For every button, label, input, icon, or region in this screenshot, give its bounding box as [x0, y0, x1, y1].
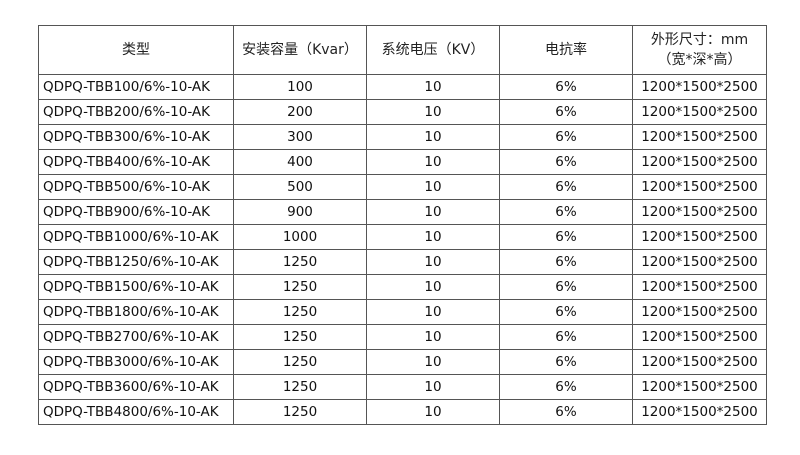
table-row: QDPQ-TBB1000/6%-10-AK 1000 10 6% 1200*1500*2… — [38, 224, 767, 250]
cell-dimensions: 1200*1500*2500 — [632, 399, 767, 425]
table-row: QDPQ-TBB200/6%-10-AK 200 10 6% 1200*1500*250… — [38, 99, 767, 125]
cell-dimensions: 1200*1500*2500 — [632, 349, 767, 375]
cell-reactance: 6% — [499, 174, 633, 200]
header-dimensions-line1: 外形尺寸：mm — [650, 32, 749, 48]
cell-dimensions: 1200*1500*2500 — [632, 249, 767, 275]
cell-voltage: 10 — [366, 274, 500, 300]
cell-model: QDPQ-TBB2700/6%-10-AK — [38, 324, 234, 350]
cell-reactance: 6% — [499, 74, 633, 100]
cell-model: QDPQ-TBB900/6%-10-AK — [38, 199, 234, 225]
cell-reactance: 6% — [499, 299, 633, 325]
cell-voltage: 10 — [366, 399, 500, 425]
cell-voltage: 10 — [366, 249, 500, 275]
cell-model: QDPQ-TBB400/6%-10-AK — [38, 149, 234, 175]
cell-reactance: 6% — [499, 399, 633, 425]
cell-model: QDPQ-TBB1800/6%-10-AK — [38, 299, 234, 325]
header-capacity: 安装容量（Kvar） — [233, 25, 367, 75]
cell-dimensions: 1200*1500*2500 — [632, 99, 767, 125]
cell-capacity: 1250 — [233, 299, 367, 325]
cell-capacity: 1000 — [233, 224, 367, 250]
cell-dimensions: 1200*1500*2500 — [632, 74, 767, 100]
table-row: QDPQ-TBB300/6%-10-AK 300 10 6% 1200*1500*250… — [38, 124, 767, 150]
cell-dimensions: 1200*1500*2500 — [632, 224, 767, 250]
cell-voltage: 10 — [366, 374, 500, 400]
cell-model: QDPQ-TBB100/6%-10-AK — [38, 74, 234, 100]
table-row: QDPQ-TBB500/6%-10-AK 500 10 6% 1200*1500*250… — [38, 174, 767, 200]
cell-model: QDPQ-TBB1500/6%-10-AK — [38, 274, 234, 300]
cell-model: QDPQ-TBB1000/6%-10-AK — [38, 224, 234, 250]
cell-capacity: 1250 — [233, 274, 367, 300]
spec-table: 类型 安装容量（Kvar） 系统电压（KV） 电抗率 外形尺寸：mm （宽*深*高… — [38, 25, 767, 425]
cell-voltage: 10 — [366, 299, 500, 325]
cell-voltage: 10 — [366, 224, 500, 250]
cell-capacity: 400 — [233, 149, 367, 175]
cell-model: QDPQ-TBB300/6%-10-AK — [38, 124, 234, 150]
cell-reactance: 6% — [499, 249, 633, 275]
cell-capacity: 1250 — [233, 399, 367, 425]
table-row: QDPQ-TBB3000/6%-10-AK 1250 10 6% 1200*1500*2… — [38, 349, 767, 375]
cell-voltage: 10 — [366, 349, 500, 375]
table-row: QDPQ-TBB1250/6%-10-AK 1250 10 6% 1200*1500*2… — [38, 249, 767, 275]
cell-model: QDPQ-TBB3000/6%-10-AK — [38, 349, 234, 375]
cell-model: QDPQ-TBB4800/6%-10-AK — [38, 399, 234, 425]
cell-model: QDPQ-TBB1250/6%-10-AK — [38, 249, 234, 275]
table-row: QDPQ-TBB1500/6%-10-AK 1250 10 6% 1200*1500*2… — [38, 274, 767, 300]
cell-dimensions: 1200*1500*2500 — [632, 149, 767, 175]
cell-reactance: 6% — [499, 324, 633, 350]
table-row: QDPQ-TBB2700/6%-10-AK 1250 10 6% 1200*1500*2… — [38, 324, 767, 350]
cell-dimensions: 1200*1500*2500 — [632, 174, 767, 200]
cell-capacity: 100 — [233, 74, 367, 100]
cell-voltage: 10 — [366, 124, 500, 150]
header-type: 类型 — [38, 25, 234, 75]
table-row: QDPQ-TBB3600/6%-10-AK 1250 10 6% 1200*1500*2… — [38, 374, 767, 400]
cell-model: QDPQ-TBB200/6%-10-AK — [38, 99, 234, 125]
cell-reactance: 6% — [499, 199, 633, 225]
cell-dimensions: 1200*1500*2500 — [632, 374, 767, 400]
cell-reactance: 6% — [499, 99, 633, 125]
header-voltage: 系统电压（KV） — [366, 25, 500, 75]
header-row: 类型 安装容量（Kvar） 系统电压（KV） 电抗率 外形尺寸：mm （宽*深*高… — [38, 25, 767, 75]
cell-model: QDPQ-TBB3600/6%-10-AK — [38, 374, 234, 400]
cell-voltage: 10 — [366, 174, 500, 200]
cell-dimensions: 1200*1500*2500 — [632, 299, 767, 325]
cell-reactance: 6% — [499, 149, 633, 175]
cell-reactance: 6% — [499, 374, 633, 400]
cell-capacity: 1250 — [233, 324, 367, 350]
cell-reactance: 6% — [499, 274, 633, 300]
cell-dimensions: 1200*1500*2500 — [632, 274, 767, 300]
cell-capacity: 300 — [233, 124, 367, 150]
cell-reactance: 6% — [499, 349, 633, 375]
table-row: QDPQ-TBB900/6%-10-AK 900 10 6% 1200*1500*250… — [38, 199, 767, 225]
cell-dimensions: 1200*1500*2500 — [632, 199, 767, 225]
cell-voltage: 10 — [366, 324, 500, 350]
header-dimensions: 外形尺寸：mm （宽*深*高） — [632, 25, 767, 75]
cell-dimensions: 1200*1500*2500 — [632, 124, 767, 150]
cell-capacity: 1250 — [233, 249, 367, 275]
cell-reactance: 6% — [499, 224, 633, 250]
cell-capacity: 200 — [233, 99, 367, 125]
cell-voltage: 10 — [366, 99, 500, 125]
cell-capacity: 1250 — [233, 349, 367, 375]
cell-voltage: 10 — [366, 199, 500, 225]
cell-reactance: 6% — [499, 124, 633, 150]
cell-dimensions: 1200*1500*2500 — [632, 324, 767, 350]
table-row: QDPQ-TBB1800/6%-10-AK 1250 10 6% 1200*1500*2… — [38, 299, 767, 325]
cell-voltage: 10 — [366, 149, 500, 175]
cell-capacity: 500 — [233, 174, 367, 200]
table-row: QDPQ-TBB100/6%-10-AK 100 10 6% 1200*1500*250… — [38, 74, 767, 100]
header-dimensions-line2: （宽*深*高） — [657, 52, 742, 68]
cell-capacity: 900 — [233, 199, 367, 225]
cell-capacity: 1250 — [233, 374, 367, 400]
cell-model: QDPQ-TBB500/6%-10-AK — [38, 174, 234, 200]
table-row: QDPQ-TBB4800/6%-10-AK 1250 10 6% 1200*1500*2… — [38, 399, 767, 425]
cell-voltage: 10 — [366, 74, 500, 100]
table-row: QDPQ-TBB400/6%-10-AK 400 10 6% 1200*1500*250… — [38, 149, 767, 175]
header-reactance: 电抗率 — [499, 25, 633, 75]
